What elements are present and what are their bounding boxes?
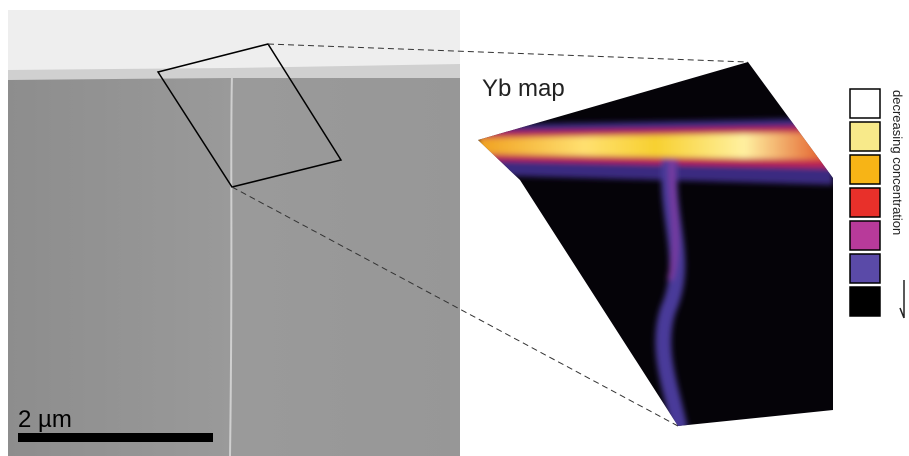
map-label: Yb map (482, 75, 565, 102)
yb-map (470, 55, 840, 435)
figure: Yb map decreasing concentration 2 µm (0, 0, 909, 456)
color-legend (850, 89, 880, 316)
sem-image (8, 10, 460, 456)
legend-label: decreasing concentration (890, 90, 905, 235)
scale-bar (18, 433, 213, 442)
scale-bar-label: 2 µm (18, 406, 72, 433)
legend-arrow (900, 280, 904, 318)
